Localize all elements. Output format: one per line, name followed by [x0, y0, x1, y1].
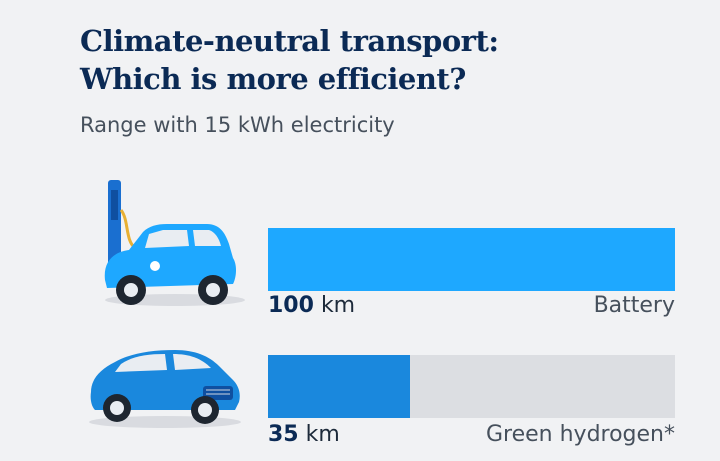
value-unit-hydrogen: km [305, 422, 340, 447]
bar-track-battery [268, 228, 675, 291]
value-number-hydrogen: 35 [268, 422, 299, 447]
bar-battery [268, 228, 675, 291]
suv-car-icon [89, 350, 241, 428]
bar-hydrogen [268, 355, 411, 418]
charging-station-car-icon [104, 180, 245, 306]
value-unit-battery: km [320, 293, 356, 318]
category-label-hydrogen: Green hydrogen* [485, 422, 675, 447]
value-label-battery: 100 km [268, 293, 355, 318]
page-title: Climate-neutral transport: Which is more… [80, 22, 499, 98]
value-label-hydrogen: 35 km [268, 422, 340, 447]
category-label-battery: Battery [593, 293, 675, 318]
page-subtitle: Range with 15 kWh electricity [80, 113, 395, 137]
bar-track-hydrogen [268, 355, 675, 418]
value-number-battery: 100 [268, 293, 314, 318]
title-line-2: Which is more efficient? [80, 62, 466, 96]
title-line-1: Climate-neutral transport: [80, 24, 499, 58]
